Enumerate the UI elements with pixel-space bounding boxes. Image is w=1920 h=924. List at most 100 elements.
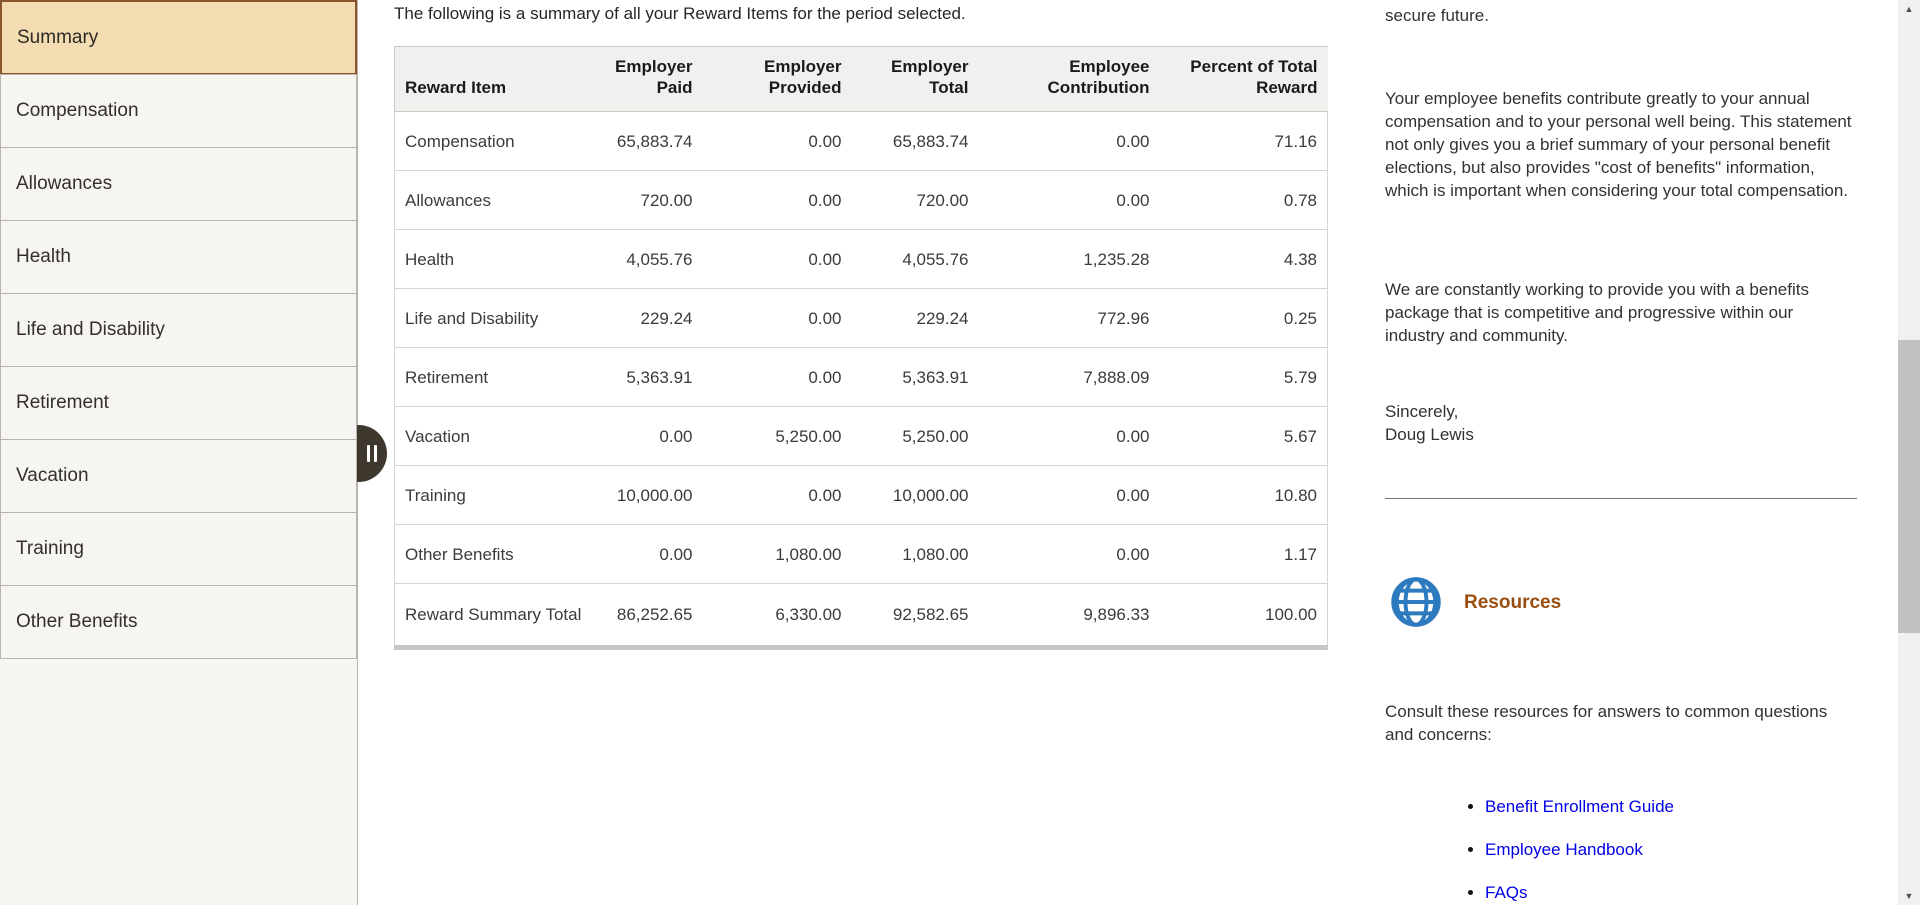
- employer-total-cell: 720.00: [851, 170, 979, 230]
- sidebar-item-retirement[interactable]: Retirement: [0, 366, 357, 440]
- sidebar-item-label: Compensation: [16, 100, 139, 121]
- divider: [1385, 498, 1857, 499]
- employee-contribution-cell: 0.00: [978, 465, 1160, 525]
- faqs-link[interactable]: FAQs: [1485, 883, 1528, 902]
- resources-header: Resources: [1385, 574, 1857, 630]
- sidebar-item-label: Training: [16, 538, 84, 559]
- table-row-life-and-disability: Life and Disability 229.24 0.00 229.24 7…: [394, 288, 1328, 348]
- reward-item-cell: Reward Summary Total: [394, 583, 605, 650]
- employee-contribution-cell: 0.00: [978, 406, 1160, 466]
- employer-total-cell: 5,363.91: [851, 347, 979, 407]
- employer-paid-cell: 10,000.00: [604, 465, 703, 525]
- reward-item-cell: Retirement: [394, 347, 605, 407]
- reward-item-cell: Training: [394, 465, 605, 525]
- signature: Sincerely, Doug Lewis: [1385, 400, 1857, 446]
- percent-cell: 10.80: [1159, 465, 1328, 525]
- table-row-health: Health 4,055.76 0.00 4,055.76 1,235.28 4…: [394, 229, 1328, 289]
- table-row-training: Training 10,000.00 0.00 10,000.00 0.00 1…: [394, 465, 1328, 525]
- employer-provided-cell: 0.00: [702, 229, 852, 289]
- reward-item-cell: Other Benefits: [394, 524, 605, 584]
- employer-paid-cell: 0.00: [604, 406, 703, 466]
- scrollbar-thumb[interactable]: [1898, 340, 1920, 633]
- sidebar-item-label: Summary: [17, 26, 99, 48]
- employer-provided-cell: 0.00: [702, 347, 852, 407]
- employer-provided-cell: 6,330.00: [702, 583, 852, 650]
- list-item: Employee Handbook: [1485, 838, 1857, 861]
- employer-provided-cell: 5,250.00: [702, 406, 852, 466]
- employer-paid-cell: 4,055.76: [604, 229, 703, 289]
- package-paragraph: We are constantly working to provide you…: [1385, 280, 1809, 345]
- list-item: Benefit Enrollment Guide: [1485, 795, 1857, 818]
- employer-total-cell: 10,000.00: [851, 465, 979, 525]
- sidebar-item-compensation[interactable]: Compensation: [0, 74, 357, 148]
- employer-provided-cell: 0.00: [702, 288, 852, 348]
- pause-icon: [367, 445, 370, 462]
- signature-name: Doug Lewis: [1385, 425, 1474, 444]
- sidebar-item-label: Health: [16, 246, 71, 267]
- percent-cell: 100.00: [1159, 583, 1328, 650]
- resources-title: Resources: [1464, 591, 1562, 613]
- column-header-employer-paid: Employer Paid: [604, 46, 703, 112]
- employer-provided-cell: 0.00: [702, 465, 852, 525]
- employer-provided-cell: 0.00: [702, 170, 852, 230]
- benefit-enrollment-guide-link[interactable]: Benefit Enrollment Guide: [1485, 797, 1674, 816]
- signature-closing: Sincerely,: [1385, 402, 1459, 421]
- employee-handbook-link[interactable]: Employee Handbook: [1485, 840, 1643, 859]
- employee-contribution-cell: 7,888.09: [978, 347, 1160, 407]
- reward-item-cell: Vacation: [394, 406, 605, 466]
- reward-item-cell: Allowances: [394, 170, 605, 230]
- sidebar-item-label: Vacation: [16, 465, 89, 486]
- reward-item-cell: Health: [394, 229, 605, 289]
- sidebar-item-health[interactable]: Health: [0, 220, 357, 294]
- percent-cell: 4.38: [1159, 229, 1328, 289]
- table-row-other-benefits: Other Benefits 0.00 1,080.00 1,080.00 0.…: [394, 524, 1328, 584]
- percent-cell: 1.17: [1159, 524, 1328, 584]
- sidebar-item-label: Allowances: [16, 173, 113, 194]
- employer-paid-cell: 65,883.74: [604, 111, 703, 171]
- employer-provided-cell: 0.00: [702, 111, 852, 171]
- benefits-paragraph: Your employee benefits contribute greatl…: [1385, 89, 1852, 200]
- table-row-allowances: Allowances 720.00 0.00 720.00 0.00 0.78: [394, 170, 1328, 230]
- table-row-reward-summary-total: Reward Summary Total 86,252.65 6,330.00 …: [394, 583, 1328, 650]
- resource-links: Benefit Enrollment Guide Employee Handbo…: [1385, 795, 1857, 924]
- sidebar-collapse-handle[interactable]: [357, 425, 387, 482]
- employer-total-cell: 1,080.00: [851, 524, 979, 584]
- percent-cell: 0.25: [1159, 288, 1328, 348]
- sidebar-item-label: Life and Disability: [16, 319, 165, 340]
- sidebar-item-other-benefits[interactable]: Other Benefits: [0, 585, 357, 659]
- sidebar-item-label: Retirement: [16, 392, 109, 413]
- sidebar-item-vacation[interactable]: Vacation: [0, 439, 357, 513]
- scroll-up-icon[interactable]: ▲: [1904, 4, 1914, 14]
- list-item: FAQs: [1485, 881, 1857, 904]
- percent-cell: 0.78: [1159, 170, 1328, 230]
- employee-contribution-cell: 0.00: [978, 111, 1160, 171]
- column-header-reward-item: Reward Item: [394, 46, 605, 112]
- table-row-vacation: Vacation 0.00 5,250.00 5,250.00 0.00 5.6…: [394, 406, 1328, 466]
- reward-summary-table: Reward Item Employer Paid Employer Provi…: [394, 46, 1328, 650]
- employer-paid-cell: 0.00: [604, 524, 703, 584]
- percent-cell: 5.67: [1159, 406, 1328, 466]
- column-header-percent-of-total-reward: Percent of Total Reward: [1159, 46, 1328, 112]
- employer-total-cell: 5,250.00: [851, 406, 979, 466]
- sidebar-item-life-and-disability[interactable]: Life and Disability: [0, 293, 357, 367]
- employee-contribution-cell: 772.96: [978, 288, 1160, 348]
- consult-text: Consult these resources for answers to c…: [1385, 702, 1828, 744]
- employer-total-cell: 92,582.65: [851, 583, 979, 650]
- employer-provided-cell: 1,080.00: [702, 524, 852, 584]
- employer-total-cell: 229.24: [851, 288, 979, 348]
- benefits-sidebar-nav: Summary Compensation Allowances Health L…: [0, 0, 358, 905]
- sidebar-item-training[interactable]: Training: [0, 512, 357, 586]
- vertical-scrollbar[interactable]: ▲ ▼: [1898, 0, 1920, 905]
- scroll-down-icon[interactable]: ▼: [1904, 891, 1914, 901]
- sidebar-item-summary[interactable]: Summary: [0, 0, 357, 75]
- employer-total-cell: 4,055.76: [851, 229, 979, 289]
- reward-item-cell: Compensation: [394, 111, 605, 171]
- percent-cell: 71.16: [1159, 111, 1328, 171]
- table-header-row: Reward Item Employer Paid Employer Provi…: [394, 46, 1328, 112]
- pause-icon: [374, 445, 377, 462]
- employee-contribution-cell: 0.00: [978, 170, 1160, 230]
- column-header-employee-contribution: Employee Contribution: [978, 46, 1160, 112]
- sidebar-item-allowances[interactable]: Allowances: [0, 147, 357, 221]
- employer-paid-cell: 5,363.91: [604, 347, 703, 407]
- employer-total-cell: 65,883.74: [851, 111, 979, 171]
